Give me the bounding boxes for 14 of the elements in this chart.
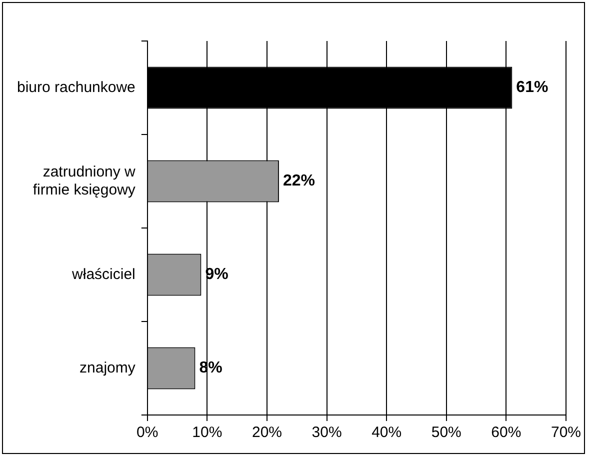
x-tick-label: 40%: [372, 424, 402, 442]
data-label: 22%: [282, 172, 315, 190]
y-tick-label: zatrudniony w firmie księgowy: [32, 163, 136, 198]
y-tick-label: znajomy: [80, 359, 136, 376]
x-tick-label: 50%: [431, 424, 462, 442]
x-tick-label: 20%: [252, 424, 282, 442]
x-tick-label: 60%: [491, 424, 522, 442]
y-tick-label: właściciel: [71, 266, 136, 283]
data-label: 61%: [516, 79, 548, 96]
x-tick-label: 10%: [192, 424, 222, 442]
x-tick-label: 30%: [312, 424, 342, 442]
x-tick-label: 70%: [550, 424, 582, 442]
x-tick-label: 0%: [136, 424, 158, 442]
y-tick-label: biuro rachunkowe: [16, 78, 136, 96]
